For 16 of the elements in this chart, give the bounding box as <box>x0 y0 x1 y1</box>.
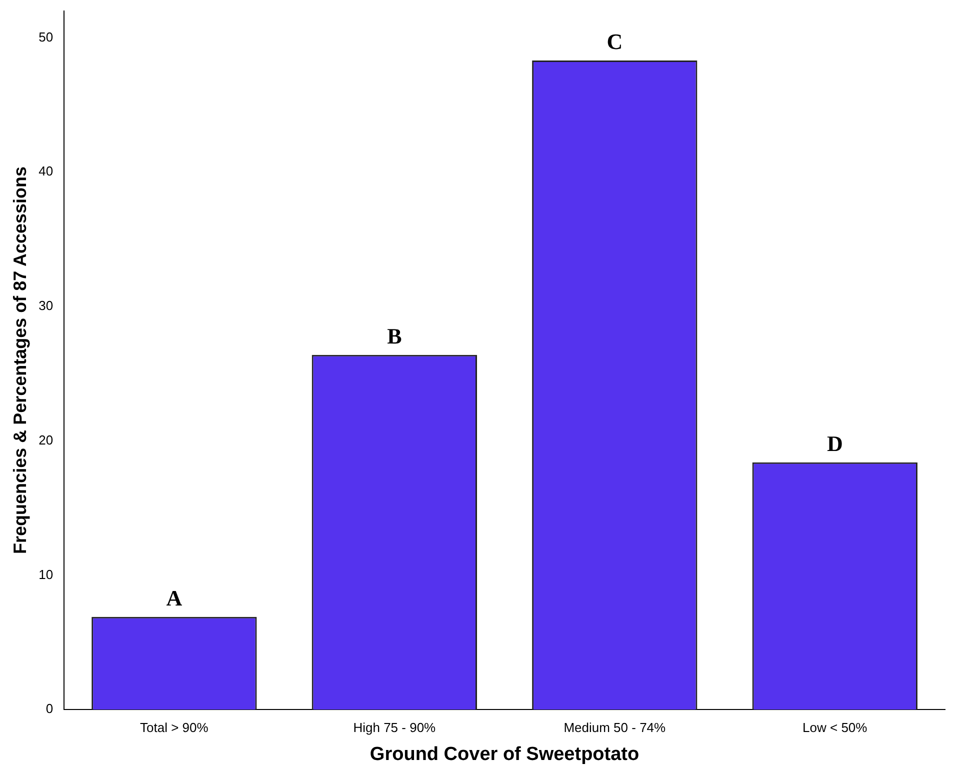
y-tick-label: 10 <box>38 566 54 582</box>
y-tick-label: 40 <box>38 164 54 179</box>
x-axis-title: Ground Cover of Sweetpotato <box>370 744 640 765</box>
annotation: A <box>166 586 182 611</box>
x-tick-label: Total > 90% <box>140 720 209 735</box>
y-axis-title: Frequencies & Percentages of 87 Accessions <box>10 166 30 554</box>
x-tick-label: Low < 50% <box>802 720 868 735</box>
annotation: C <box>606 29 623 54</box>
y-tick-label: 50 <box>38 29 54 44</box>
annotation: B <box>387 324 402 349</box>
y-tick-label: 30 <box>38 298 54 314</box>
x-tick-label: High 75 - 90% <box>353 720 436 735</box>
x-tick-label: Medium 50 - 74% <box>564 720 666 735</box>
y-tick-label: 0 <box>46 701 54 716</box>
y-tick-label: 20 <box>38 432 54 448</box>
annotation: D <box>826 431 843 456</box>
